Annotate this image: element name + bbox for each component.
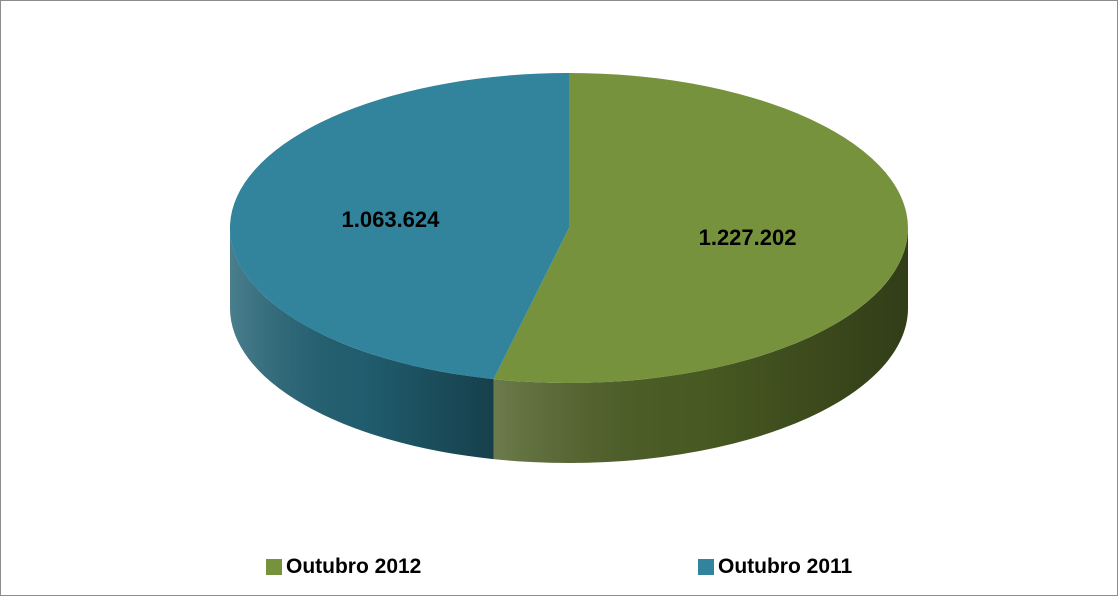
legend-label-0: Outubro 2012 [286,555,422,578]
pie-slice-0 [493,73,908,383]
legend: Outubro 2012 Outubro 2011 [0,552,1118,582]
legend-swatch-1 [698,559,714,575]
legend-item-1: Outubro 2011 [698,552,852,582]
pie-value-label-1: 1.063.624 [342,207,441,232]
legend-swatch-0 [266,559,282,575]
pie-labels: 1.227.202 1.063.624 [342,207,797,250]
pie-sides [229,228,908,464]
pie-slice-side-shade-0 [493,228,908,464]
pie-value-label-0: 1.227.202 [699,225,797,250]
legend-item-0: Outubro 2012 [266,552,421,582]
pie-tops [229,73,908,383]
legend-label-1: Outubro 2011 [718,555,853,578]
pie-slice-side-shade-1 [229,228,494,460]
pie-slice-1 [229,73,569,380]
